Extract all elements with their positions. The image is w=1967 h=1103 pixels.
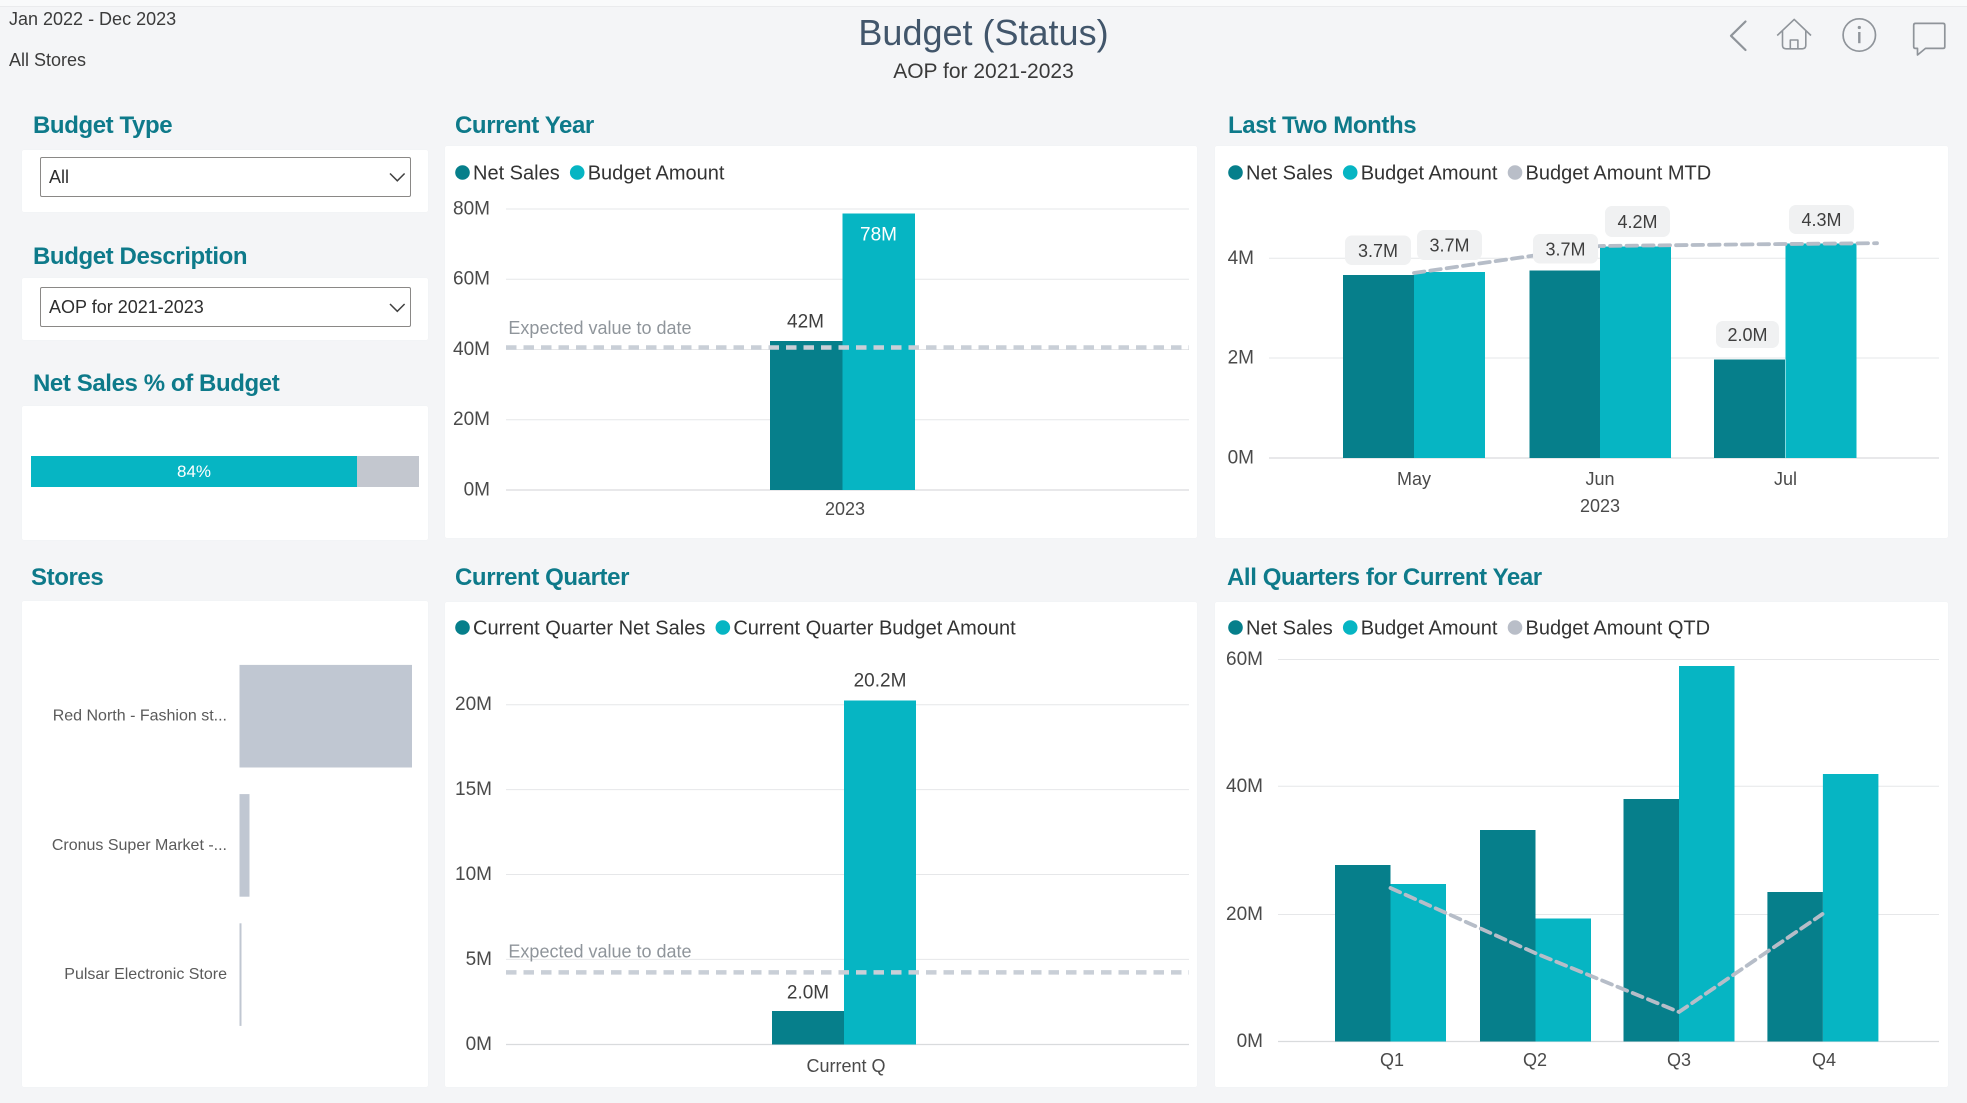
svg-text:0M: 0M <box>1237 1031 1263 1052</box>
svg-text:3.7M: 3.7M <box>1358 241 1398 261</box>
svg-text:Budget Amount: Budget Amount <box>1361 163 1498 185</box>
svg-text:Budget Amount QTD: Budget Amount QTD <box>1526 618 1711 640</box>
svg-text:80M: 80M <box>453 199 490 220</box>
svg-text:Jun: Jun <box>1585 469 1614 489</box>
svg-text:Q3: Q3 <box>1667 1050 1691 1070</box>
svg-text:Budget Amount: Budget Amount <box>588 163 725 185</box>
svg-text:Jul: Jul <box>1774 469 1797 489</box>
svg-text:60M: 60M <box>453 269 490 290</box>
svg-text:2M: 2M <box>1228 348 1254 369</box>
svg-text:2023: 2023 <box>1580 496 1620 516</box>
svg-text:42M: 42M <box>787 312 824 333</box>
svg-text:Expected value to date: Expected value to date <box>508 318 691 338</box>
svg-text:Pulsar Electronic Store: Pulsar Electronic Store <box>64 966 227 983</box>
svg-text:4.3M: 4.3M <box>1801 210 1841 230</box>
svg-text:Net Sales: Net Sales <box>1246 618 1333 640</box>
svg-text:Current Q: Current Q <box>806 1056 885 1076</box>
svg-text:4M: 4M <box>1228 248 1254 269</box>
svg-text:2.0M: 2.0M <box>787 983 829 1004</box>
svg-text:Q4: Q4 <box>1812 1050 1836 1070</box>
svg-text:0M: 0M <box>464 480 490 501</box>
svg-text:2.0M: 2.0M <box>1727 325 1767 345</box>
svg-text:5M: 5M <box>466 949 492 970</box>
svg-text:0M: 0M <box>466 1034 492 1055</box>
svg-text:40M: 40M <box>453 339 490 360</box>
svg-text:May: May <box>1397 469 1431 489</box>
svg-text:Q2: Q2 <box>1523 1050 1547 1070</box>
svg-text:Current Quarter Net Sales: Current Quarter Net Sales <box>473 618 705 640</box>
svg-text:20M: 20M <box>1226 904 1263 925</box>
svg-text:60M: 60M <box>1226 649 1263 670</box>
svg-text:20M: 20M <box>453 409 490 430</box>
svg-text:Expected value to date: Expected value to date <box>508 942 691 962</box>
svg-text:78M: 78M <box>860 225 897 246</box>
svg-text:3.7M: 3.7M <box>1429 236 1469 256</box>
svg-text:40M: 40M <box>1226 776 1263 797</box>
svg-text:0M: 0M <box>1228 448 1254 469</box>
svg-text:Current Quarter Budget Amount: Current Quarter Budget Amount <box>733 618 1016 640</box>
svg-text:Budget Amount MTD: Budget Amount MTD <box>1526 163 1712 185</box>
svg-text:Net Sales: Net Sales <box>473 163 560 185</box>
svg-text:Cronus Super Market -...: Cronus Super Market -... <box>52 837 227 854</box>
svg-text:Budget Amount: Budget Amount <box>1361 618 1498 640</box>
svg-text:20M: 20M <box>455 694 492 715</box>
svg-text:10M: 10M <box>455 864 492 885</box>
svg-text:Q1: Q1 <box>1380 1050 1404 1070</box>
svg-text:Net Sales: Net Sales <box>1246 163 1333 185</box>
svg-text:20.2M: 20.2M <box>854 671 907 692</box>
svg-text:4.2M: 4.2M <box>1617 212 1657 232</box>
svg-text:3.7M: 3.7M <box>1545 239 1585 259</box>
svg-text:2023: 2023 <box>825 499 865 519</box>
svg-text:Red North - Fashion st...: Red North - Fashion st... <box>53 708 227 725</box>
svg-text:15M: 15M <box>455 779 492 800</box>
